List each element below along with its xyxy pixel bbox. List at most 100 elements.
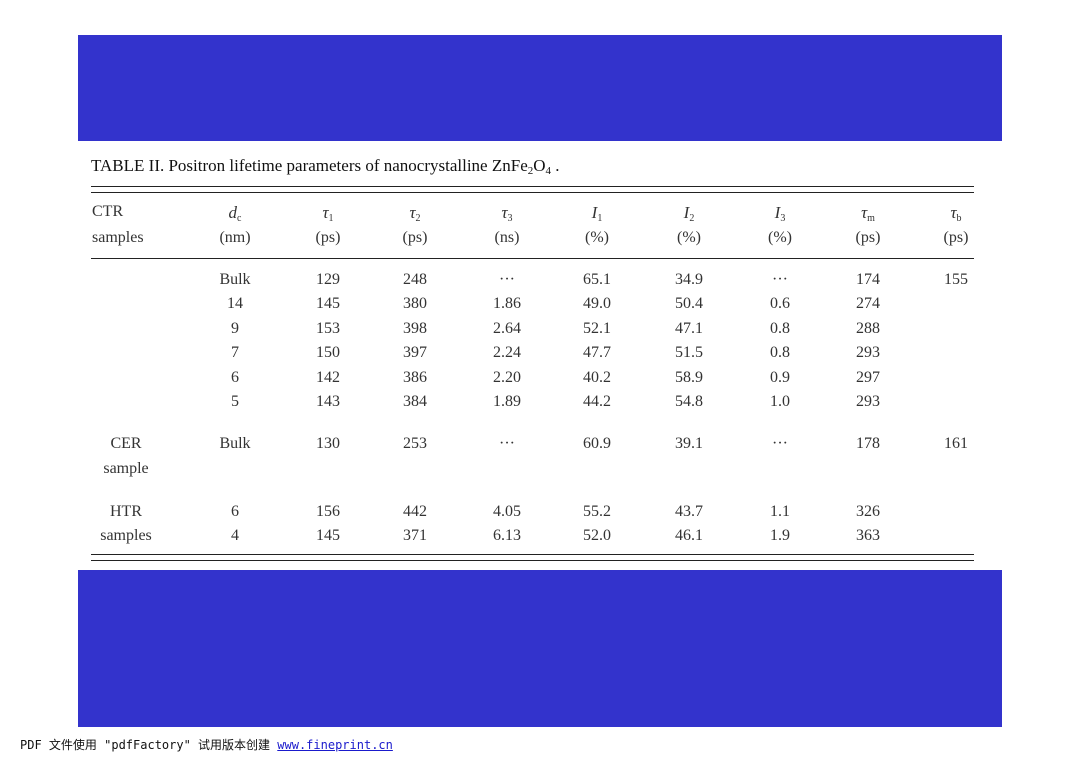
top-rule-2 — [91, 192, 974, 193]
table-cell: 130 — [316, 435, 340, 452]
table-cell: 161 — [944, 435, 968, 452]
header-unit: (%) — [768, 229, 792, 246]
table-cell: 253 — [403, 435, 427, 452]
table-cell: 4.05 — [493, 503, 521, 520]
table-cell: 156 — [316, 503, 340, 520]
table-cell: 1.0 — [770, 393, 790, 410]
table-cell: 55.2 — [583, 503, 611, 520]
table-cell: 0.8 — [770, 344, 790, 361]
table-cell: Bulk — [219, 271, 251, 288]
table-cell: 2.20 — [493, 369, 521, 386]
table-cell: 293 — [856, 344, 880, 361]
table-cell: 150 — [316, 344, 340, 361]
table-cell: ··· — [499, 435, 515, 452]
header-unit: (ps) — [855, 229, 881, 246]
table-cell: 6.13 — [493, 527, 521, 544]
table-cell: 58.9 — [675, 369, 703, 386]
header-unit: (ns) — [494, 229, 520, 246]
table-cell: 1.89 — [493, 393, 521, 410]
header-symbol: τm — [861, 203, 875, 224]
table-cell: 54.8 — [675, 393, 703, 410]
header-symbol: CTR — [92, 203, 124, 220]
group-label: CER — [110, 435, 142, 452]
table-cell: 155 — [944, 271, 968, 288]
header-unit: (ps) — [943, 229, 969, 246]
table-cell: 47.1 — [675, 320, 703, 337]
table-cell: 49.0 — [583, 295, 611, 312]
header-unit: (nm) — [219, 229, 251, 246]
table-cell: 397 — [403, 344, 427, 361]
table-cell: 178 — [856, 435, 880, 452]
table-cell: 380 — [403, 295, 427, 312]
table-cell: 371 — [403, 527, 427, 544]
table-cell: 6 — [231, 369, 239, 386]
table-cell: ··· — [772, 271, 788, 288]
group-label: HTR — [110, 503, 142, 520]
table-cell: 0.9 — [770, 369, 790, 386]
header-symbol: I2 — [683, 203, 695, 224]
bottom-rule-1 — [91, 554, 974, 555]
table-cell: 52.0 — [583, 527, 611, 544]
group-label: samples — [100, 527, 152, 544]
table-cell: 46.1 — [675, 527, 703, 544]
table-cell: 47.7 — [583, 344, 611, 361]
table-cell: 1.86 — [493, 295, 521, 312]
pdf-footer: PDF 文件使用 "pdfFactory" 试用版本创建 www.finepri… — [20, 738, 393, 752]
bottom-color-band — [78, 570, 1002, 727]
top-color-band — [78, 35, 1002, 141]
table-cell: 129 — [316, 271, 340, 288]
table-caption: TABLE II. Positron lifetime parameters o… — [91, 156, 560, 177]
table-cell: 1.1 — [770, 503, 790, 520]
table-cell: 7 — [231, 344, 239, 361]
table-cell: ··· — [499, 271, 515, 288]
bottom-rule-2 — [91, 560, 974, 561]
table-cell: 5 — [231, 393, 239, 410]
table-cell: 0.8 — [770, 320, 790, 337]
top-rule-1 — [91, 186, 974, 187]
table-cell: 65.1 — [583, 271, 611, 288]
table-cell: 2.64 — [493, 320, 521, 337]
table-cell: 50.4 — [675, 295, 703, 312]
header-unit: samples — [92, 229, 144, 246]
table-cell: 43.7 — [675, 503, 703, 520]
table-cell: 363 — [856, 527, 880, 544]
table-cell: 60.9 — [583, 435, 611, 452]
table-cell: 145 — [316, 527, 340, 544]
table-cell: 52.1 — [583, 320, 611, 337]
table-cell: 145 — [316, 295, 340, 312]
header-symbol: dc — [228, 203, 242, 224]
table-cell: 9 — [231, 320, 239, 337]
group-label: sample — [103, 460, 149, 477]
table-cell: 248 — [403, 271, 427, 288]
table-cell: 288 — [856, 320, 880, 337]
table-cell: 0.6 — [770, 295, 790, 312]
table-cell: 326 — [856, 503, 880, 520]
header-rule — [91, 258, 974, 259]
table-cell: 6 — [231, 503, 239, 520]
table-cell: 293 — [856, 393, 880, 410]
table-cell: 386 — [403, 369, 427, 386]
table-cell: 398 — [403, 320, 427, 337]
header-symbol: I3 — [774, 203, 786, 224]
table-cell: 44.2 — [583, 393, 611, 410]
table-cell: 1.9 — [770, 527, 790, 544]
table-cell: 153 — [316, 320, 340, 337]
header-unit: (%) — [677, 229, 701, 246]
table-cell: 174 — [856, 271, 880, 288]
header-unit: (ps) — [402, 229, 428, 246]
table-cell: 4 — [231, 527, 239, 544]
table-cell: 384 — [403, 393, 427, 410]
table-cell: 51.5 — [675, 344, 703, 361]
header-symbol: τ3 — [501, 203, 513, 224]
table-cell: 143 — [316, 393, 340, 410]
table-cell: 34.9 — [675, 271, 703, 288]
header-symbol: τb — [950, 203, 962, 224]
table-cell: 2.24 — [493, 344, 521, 361]
header-symbol: τ1 — [322, 203, 334, 224]
table-cell: 274 — [856, 295, 880, 312]
table-cell: 14 — [227, 295, 243, 312]
table-cell: ··· — [772, 435, 788, 452]
table-cell: 39.1 — [675, 435, 703, 452]
footer-link[interactable]: www.fineprint.cn — [277, 738, 393, 752]
header-symbol: I1 — [591, 203, 603, 224]
